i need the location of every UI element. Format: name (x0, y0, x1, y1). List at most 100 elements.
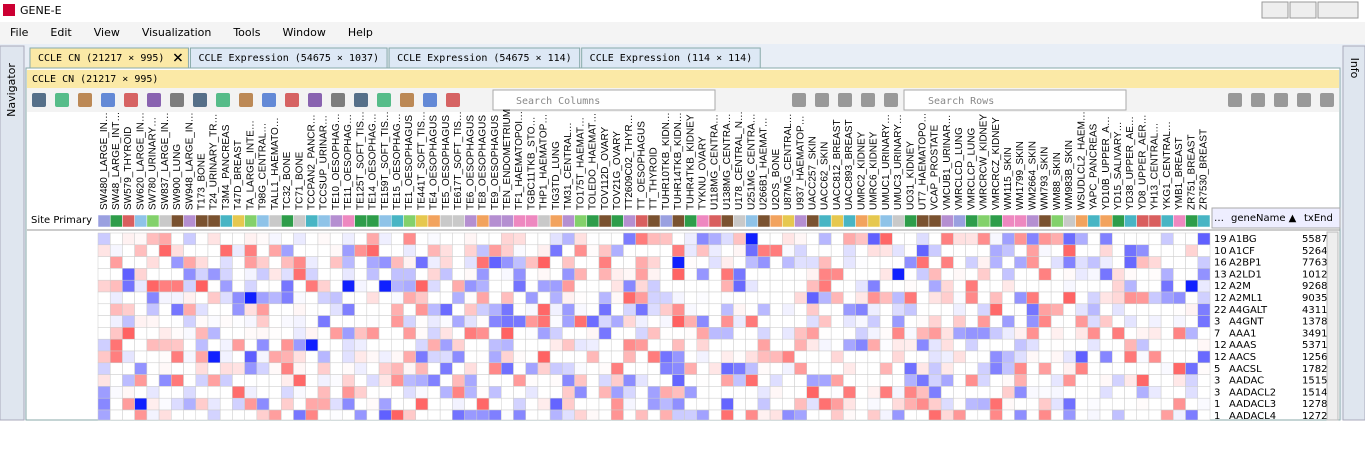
toolbar-icon[interactable] (1297, 93, 1311, 107)
heatmap-cell (843, 362, 856, 375)
toolbar-icon[interactable] (884, 93, 898, 107)
heatmap-cell (867, 244, 881, 257)
heatmap-cell (659, 327, 673, 340)
menu-item[interactable]: Visualization (142, 26, 212, 39)
heatmap-cell (549, 409, 563, 421)
heatmap-cell (183, 256, 197, 269)
toolbar-icon[interactable] (239, 93, 253, 107)
tab[interactable] (581, 47, 761, 69)
toolbar-icon[interactable] (1228, 93, 1242, 107)
heatmap-cell (1038, 303, 1052, 316)
toolbar-icon[interactable] (124, 93, 138, 107)
toolbar-icon[interactable] (101, 93, 115, 107)
heatmap-cell (1160, 327, 1174, 340)
scrollbar[interactable] (1326, 231, 1339, 421)
tab-close[interactable] (173, 53, 182, 62)
heatmap-cell (1075, 362, 1089, 375)
toolbar-icon[interactable] (861, 93, 875, 107)
toolbar-icon[interactable] (147, 93, 161, 107)
heatmap-cell (953, 409, 966, 421)
heatmap-cell (403, 268, 416, 281)
menu-item[interactable]: Help (348, 26, 373, 39)
heatmap-cell (342, 291, 355, 305)
heatmap-cell (989, 397, 1003, 411)
heatmap-cell (940, 268, 954, 281)
row-table-heading[interactable]: txEnd (1304, 213, 1333, 224)
heatmap-cell (1014, 303, 1027, 316)
maximize[interactable] (1289, 1, 1317, 19)
toolbar-icon[interactable] (377, 93, 391, 107)
navigator-label[interactable]: Navigator (5, 63, 18, 117)
heatmap-cell (171, 362, 184, 375)
heatmap-cell (476, 409, 490, 421)
heatmap-cell (843, 244, 856, 257)
toolbar-icon[interactable] (308, 93, 322, 107)
toolbar-icon[interactable] (262, 93, 276, 107)
heatmap-cell (256, 232, 270, 246)
column-label: UMUC3_URINARY… (893, 114, 904, 210)
menu-item[interactable]: Window (282, 26, 325, 39)
toolbar-icon[interactable] (1251, 93, 1265, 107)
heatmap-cell (476, 268, 490, 281)
toolbar-icon[interactable] (815, 93, 829, 107)
toolbar-icon[interactable] (55, 93, 69, 107)
heatmap-cell (207, 279, 221, 293)
menu-item[interactable]: File (10, 26, 29, 39)
site-color (623, 214, 636, 228)
toolbar-icon[interactable] (446, 93, 460, 107)
heatmap-cell (904, 315, 917, 328)
heatmap-cell (378, 409, 392, 421)
toolbar-icon[interactable] (285, 93, 299, 107)
toolbar-icon[interactable] (216, 93, 230, 107)
minimize[interactable] (1261, 1, 1289, 19)
heatmap-cell (329, 327, 343, 340)
heatmap-cell (794, 232, 807, 246)
toolbar-icon[interactable] (354, 93, 368, 107)
heatmap-cell (733, 409, 746, 421)
menu-item[interactable]: View (94, 26, 120, 39)
heatmap-cell (745, 303, 759, 316)
heatmap-cell (696, 256, 710, 269)
heatmap-cell (586, 374, 600, 387)
search-columns-box[interactable] (492, 89, 716, 111)
menu-item[interactable]: Edit (50, 26, 72, 39)
heatmap-cell (305, 303, 319, 316)
toolbar-icon[interactable] (1274, 93, 1288, 107)
toolbar-icon[interactable] (32, 93, 46, 107)
toolbar-icon[interactable] (423, 93, 437, 107)
heatmap-cell (329, 291, 343, 305)
heatmap-cell (183, 362, 197, 375)
heatmap-cell (794, 327, 807, 340)
tab[interactable] (388, 47, 581, 69)
toolbar-icon[interactable] (331, 93, 345, 107)
heatmap-cell (537, 232, 551, 246)
heatmap-cell (1075, 409, 1089, 421)
toolbar-icon[interactable] (838, 93, 852, 107)
heatmap-cell (391, 397, 404, 411)
info-label[interactable]: Info (1348, 58, 1361, 79)
heatmap-cell (818, 338, 832, 352)
tab[interactable] (189, 47, 388, 69)
tab[interactable] (29, 47, 189, 69)
search-rows-box[interactable] (903, 89, 1127, 111)
row-table-heading[interactable]: geneName ▲ (1231, 213, 1297, 224)
toolbar-icon[interactable] (193, 93, 207, 107)
heatmap-cell (1111, 256, 1125, 269)
menu-item[interactable]: Tools (232, 26, 260, 39)
heatmap-cell (1075, 303, 1089, 316)
heatmap-cell (354, 374, 368, 387)
row-table-heading[interactable]: … (1214, 213, 1224, 224)
heatmap-cell (1014, 374, 1027, 387)
toolbar-icon[interactable] (170, 93, 184, 107)
heatmap-cell (904, 244, 917, 257)
heatmap-cell (537, 291, 551, 305)
heatmap-cell (769, 268, 783, 281)
toolbar-icon[interactable] (78, 93, 92, 107)
toolbar-icon[interactable] (400, 93, 414, 107)
heatmap-cell (647, 338, 661, 352)
heatmap-cell (415, 291, 429, 305)
toolbar-icon[interactable] (792, 93, 806, 107)
close[interactable] (1317, 1, 1359, 19)
toolbar-icon[interactable] (1320, 93, 1334, 107)
heatmap-cell (1014, 315, 1027, 328)
